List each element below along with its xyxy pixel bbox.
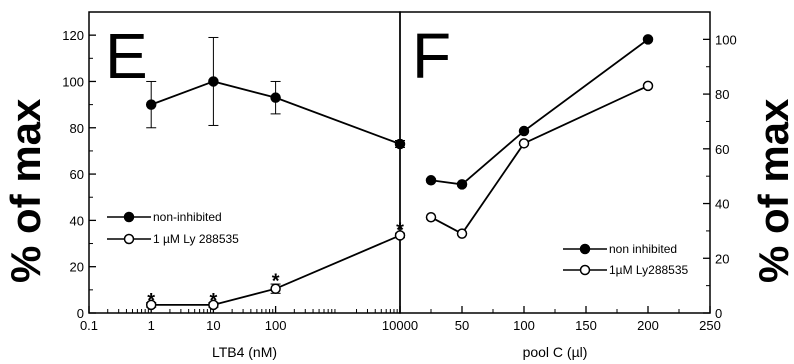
panel-e-ytick-label: 40: [70, 213, 84, 228]
panel-f-ytick-label: 80: [715, 87, 729, 102]
significance-star: *: [272, 270, 280, 292]
panel-e-legend-label: non-inhibited: [153, 210, 222, 224]
panel-e-xtick-label: 10000: [382, 318, 418, 333]
panel-e-data-point: [145, 99, 157, 110]
significance-star: *: [396, 219, 404, 241]
panel-f-legend-label: 1µM Ly288535: [609, 263, 689, 277]
panel-e-data-point: [145, 299, 157, 311]
panel-f-data-point: [518, 125, 530, 137]
panel-f-xtick-label: 50: [455, 318, 469, 333]
panel-f-legend-marker: [579, 264, 591, 276]
panel-e-legend-marker: [123, 233, 135, 245]
panel-e-xtick-label: 100: [265, 318, 287, 333]
panel-f-ytick-label: 0: [715, 306, 722, 321]
panel-f-data-point: [642, 80, 654, 92]
panel-e-data-point: [394, 230, 406, 241]
panel-f-ytick-label: 20: [715, 251, 729, 266]
panel-f-xtick-label: 200: [637, 318, 659, 333]
panel-e-ytick-label: 0: [77, 306, 84, 321]
panel-e-series-line-0: [150, 80, 401, 145]
panel-e-ytick-label: 20: [70, 260, 84, 275]
panel-label-f: F: [412, 20, 451, 92]
panel-e-series-line-1: [151, 234, 401, 306]
panel-f-legend-label: non inhibited: [609, 242, 677, 256]
panel-f-ytick-label: 100: [715, 32, 737, 47]
panel-e-legend-marker: [123, 211, 135, 223]
panel-e-data-point: [394, 138, 406, 150]
panel-f-xlabel: pool C (µl): [523, 344, 588, 360]
panel-e-ytick-label: 60: [70, 167, 84, 182]
panel-f-series-line-1: [430, 85, 649, 235]
panel-f-legend-marker: [579, 243, 591, 255]
panel-f-series-line-0: [430, 38, 649, 186]
panel-f-xtick-label: 150: [575, 318, 597, 333]
panel-e-data-point: [208, 299, 219, 311]
panel-f-data-point: [425, 211, 437, 223]
panel-e-xlabel: LTB4 (nM): [212, 344, 277, 360]
panel-label-e: E: [105, 20, 148, 92]
panel-f-ytick-label: 60: [715, 142, 729, 157]
panel-f-data-point: [518, 138, 530, 149]
panel-f-data-point: [425, 175, 437, 186]
panel-f-xtick-label: 100: [513, 318, 535, 333]
panel-e-ylabel: % of max: [2, 98, 49, 283]
panel-e-ytick-label: 120: [62, 28, 84, 43]
panel-e-ytick-label: 100: [62, 74, 84, 89]
panel-e-legend-label: 1 µM Ly 288535: [153, 232, 239, 246]
panel-e-data-point: [270, 92, 281, 103]
panel-f-xtick-label: 250: [699, 318, 721, 333]
panel-e-ytick-label: 80: [70, 121, 84, 136]
panel-e-data-point: [270, 283, 281, 294]
panel-f-ylabel: % of max: [750, 98, 794, 283]
panel-f-data-point: [642, 34, 654, 45]
panel-e-xtick-label: 1: [148, 318, 155, 333]
panel-f-ytick-label: 40: [715, 197, 729, 212]
panel-f-data-point: [456, 228, 468, 239]
significance-star: *: [210, 290, 218, 312]
panel-e-data-point: [208, 76, 219, 87]
panel-e-xtick-label: 0.1: [80, 318, 98, 333]
significance-star: *: [147, 290, 155, 312]
panel-e-xtick-label: 10: [206, 318, 220, 333]
panel-f-data-point: [456, 179, 468, 190]
